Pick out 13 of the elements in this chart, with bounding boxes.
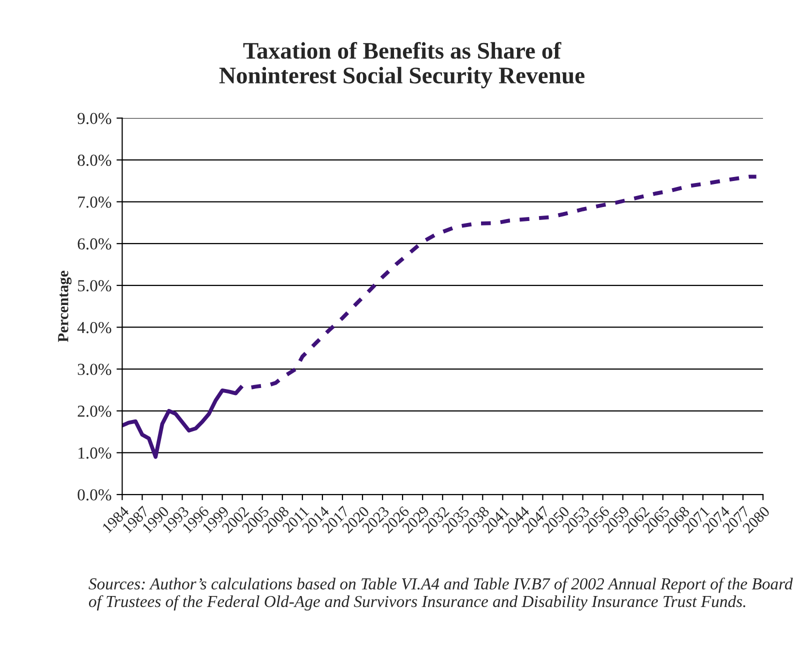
y-tick-label: 5.0% [78,280,112,292]
y-tick-label: 7.0% [78,196,112,208]
y-tick-label: 4.0% [77,322,112,334]
y-tick-label: 9.0% [78,112,112,124]
y-tick-label: 2.0% [78,406,112,417]
source-note: Sources: Author’s calculations based on Table VI.A4 and Table IV.B7 of 2002 Annual Report of the Board of Trustees of the Federal Old-Age and Survivors Insurance and Disability Insurance Trust Funds. [88,578,793,611]
y-tick-label: 0.0% [78,489,112,501]
y-tick-label: 1.0% [78,447,112,459]
chart-title: Taxation of Benefits as Share of Noninterest Social Security Revenue [219,42,584,88]
y-tick-label: 8.0% [78,154,112,166]
y-tick-label: 6.0% [78,238,112,250]
y-axis-title: Percentage [58,270,72,342]
y-tick-label: 3.0% [78,364,112,376]
